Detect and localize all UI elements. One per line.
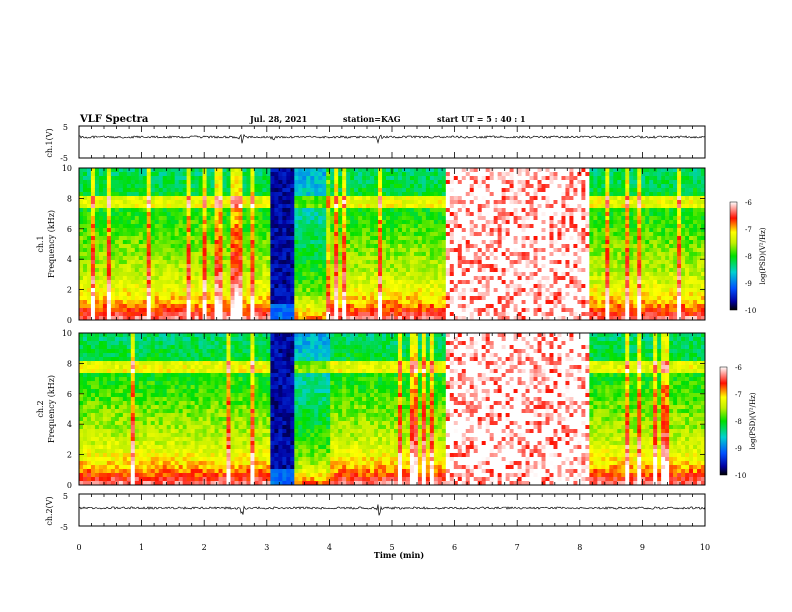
- ch1-frequency-ticks: 0 2 4 6 8 10: [62, 164, 705, 325]
- ch2-cb-tick-10: -10: [735, 472, 746, 480]
- freq-tick-label: 8: [67, 194, 72, 203]
- ch1-ytick-bottom: -5: [60, 154, 68, 163]
- time-axis-title: Time (min): [374, 550, 424, 560]
- station-label: station=KAG: [343, 114, 401, 124]
- ch1-cb-tick-8: -8: [745, 253, 752, 261]
- time-tick-6: 6: [452, 543, 457, 552]
- time-tick-0: 0: [76, 543, 81, 552]
- ch1-cb-tick-10: -10: [745, 307, 756, 315]
- freq-tick-label: 0: [67, 316, 72, 325]
- ch2-waveform-line: [78, 504, 706, 516]
- ch2-ytick-top: 5: [63, 492, 68, 501]
- freq-tick-label: 8: [67, 359, 72, 368]
- time-tick-2: 2: [202, 543, 207, 552]
- time-axis-labels: 0 1 2 3 4 5 6 7 8 9 10: [76, 543, 710, 552]
- ch1-cb-tick-9: -9: [745, 280, 752, 288]
- ch1-colorbar-label: log(PSD)(V²/Hz): [759, 227, 767, 284]
- time-tick-9: 9: [640, 543, 645, 552]
- ch2-colorbar: -6 -7 -8 -9 -10 log(PSD)(V²/Hz): [719, 364, 757, 480]
- time-tick-marks: [78, 126, 706, 526]
- ch2-cb-tick-6: -6: [735, 364, 742, 372]
- figure-title: VLF Spectra: [79, 114, 149, 125]
- ch2-frequency-ticks: 0 2 4 6 8 10: [62, 329, 705, 490]
- ch2-cb-tick-8: -8: [735, 418, 742, 426]
- freq-tick-label: 2: [67, 451, 72, 460]
- time-tick-7: 7: [515, 543, 520, 552]
- freq-tick-label: 6: [67, 390, 72, 399]
- ch1-spectrogram-panel: 0 2 4 6 8 10 ch.1 Frequency (kHz): [36, 164, 706, 325]
- start-time-label: start UT = 5 : 40 : 1: [437, 114, 526, 124]
- ch1-cb-tick-7: -7: [745, 226, 752, 234]
- ch2-spectrogram-image: [79, 333, 706, 486]
- freq-tick-label: 2: [67, 286, 72, 295]
- ch2-cb-tick-9: -9: [735, 445, 742, 453]
- ch1-waveform-panel: 5 -5 ch.1(V): [45, 123, 706, 163]
- ch2-spec-ylabel: Frequency (kHz): [47, 375, 56, 443]
- ch2-spectrogram-panel: 0 2 4 6 8 10 ch.2 Frequency (kHz): [36, 329, 706, 490]
- ch1-colorbar-gradient: [729, 201, 738, 311]
- date-label: Jul. 28, 2021: [249, 114, 307, 124]
- ch1-colorbar: -6 -7 -8 -9 -10 log(PSD)(V²/Hz): [729, 199, 767, 315]
- time-tick-5: 5: [389, 543, 394, 552]
- ch2-spec-channel-label: ch.2: [36, 400, 45, 417]
- freq-tick-label: 4: [67, 420, 72, 429]
- ch2-colorbar-label: log(PSD)(V²/Hz): [749, 392, 757, 449]
- ch1-wave-ylabel: ch.1(V): [45, 128, 54, 157]
- freq-tick-label: 10: [62, 329, 72, 338]
- ch2-waveform-panel: 5 -5 ch.2(V): [45, 492, 706, 532]
- ch1-waveform-line: [78, 133, 706, 145]
- freq-tick-label: 0: [67, 481, 72, 490]
- ch2-cb-tick-7: -7: [735, 391, 742, 399]
- ch1-spectrogram-image: [79, 168, 706, 321]
- time-tick-10: 10: [700, 543, 710, 552]
- time-tick-1: 1: [139, 543, 144, 552]
- freq-tick-label: 10: [62, 164, 72, 173]
- time-tick-3: 3: [264, 543, 269, 552]
- time-tick-4: 4: [327, 543, 332, 552]
- freq-tick-label: 6: [67, 225, 72, 234]
- ch1-spec-channel-label: ch.1: [36, 235, 45, 252]
- ch1-cb-tick-6: -6: [745, 199, 752, 207]
- ch1-spec-ylabel: Frequency (kHz): [47, 210, 56, 278]
- time-tick-8: 8: [577, 543, 582, 552]
- ch1-ytick-top: 5: [63, 123, 68, 132]
- freq-tick-label: 4: [67, 255, 72, 264]
- ch2-wave-ylabel: ch.2(V): [45, 496, 54, 525]
- ch2-colorbar-gradient: [719, 366, 728, 476]
- ch2-ytick-bottom: -5: [60, 523, 68, 532]
